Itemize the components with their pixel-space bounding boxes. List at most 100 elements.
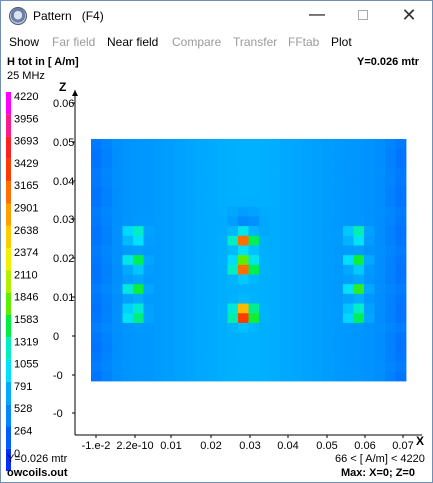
- menu-show[interactable]: Show: [9, 35, 40, 49]
- heatmap-cell: [112, 322, 123, 333]
- heatmap-cell: [164, 332, 176, 343]
- heatmap-cell: [196, 245, 207, 256]
- heatmap-cell: [374, 332, 386, 343]
- heatmap-cell: [322, 371, 333, 382]
- heatmap-cell: [374, 293, 386, 304]
- heatmap-cell: [322, 342, 333, 353]
- heatmap-cell: [374, 303, 386, 314]
- heatmap-cell: [91, 264, 102, 275]
- menu-compare[interactable]: Compare: [172, 35, 222, 49]
- heatmap-cell: [311, 206, 323, 217]
- heatmap-cell: [269, 168, 281, 179]
- heatmap-cell: [143, 139, 155, 150]
- heatmap-cell: [269, 206, 281, 217]
- heatmap-cell: [185, 264, 197, 275]
- heatmap-cell: [269, 274, 281, 285]
- heatmap-cell: [227, 197, 239, 208]
- heatmap-cell: [259, 168, 270, 179]
- heatmap-cell: [364, 177, 375, 188]
- legend-label: 4220: [14, 91, 38, 103]
- heatmap-cell: [248, 293, 260, 304]
- heatmap-cell: [259, 293, 270, 304]
- menu-transfer[interactable]: Transfer: [233, 35, 278, 49]
- heatmap-cell: [217, 371, 228, 382]
- heatmap-cell: [175, 342, 186, 353]
- heatmap-cell: [91, 245, 102, 256]
- minimize-button[interactable]: —: [294, 1, 340, 31]
- heatmap-cell: [154, 206, 165, 217]
- heatmap-cell: [322, 177, 333, 188]
- heatmap-cell: [217, 168, 228, 179]
- legend-swatch: [6, 359, 11, 382]
- heatmap-cell: [217, 206, 228, 217]
- menu-fftab[interactable]: FFtab: [288, 35, 320, 49]
- heatmap-cell: [259, 187, 270, 198]
- heatmap-cell: [353, 361, 365, 372]
- field-plot[interactable]: 4220 3956 3693 3429 3165 2901 2638 2374 2110 1846…: [1, 53, 432, 482]
- heatmap-cell: [374, 177, 386, 188]
- heatmap-cell: [395, 158, 407, 169]
- menu-plot[interactable]: Plot: [331, 35, 352, 49]
- heatmap-cell: [143, 342, 155, 353]
- heatmap-cell: [185, 371, 197, 382]
- x-tick-label: 0.03: [239, 440, 260, 452]
- legend-label: 1319: [14, 336, 38, 348]
- x-tick-label: 0.04: [277, 440, 298, 452]
- heatmap-cell: [259, 197, 270, 208]
- legend-label: 3165: [14, 180, 38, 192]
- heatmap-cell: [175, 245, 186, 256]
- heatmap-cell: [322, 206, 333, 217]
- heatmap-cell: [196, 293, 207, 304]
- heatmap-cell: [122, 351, 134, 363]
- heatmap-cell: [269, 264, 281, 275]
- heatmap-cell: [395, 284, 407, 295]
- heatmap-cell: [364, 158, 375, 169]
- heatmap-cell: [217, 226, 228, 237]
- heatmap-cell: [91, 197, 102, 208]
- heatmap-cell: [259, 361, 270, 372]
- heatmap-cell: [269, 187, 281, 198]
- heatmap-cell: [343, 332, 354, 343]
- heatmap-cell: [112, 264, 123, 275]
- close-button[interactable]: ✕: [386, 1, 432, 31]
- heatmap-cell: [385, 148, 396, 159]
- heatmap-cell: [311, 371, 323, 382]
- maximize-icon: [358, 10, 368, 20]
- heatmap-cell: [332, 264, 344, 275]
- heatmap-cell: [332, 313, 344, 324]
- heatmap-cell: [290, 303, 302, 314]
- heatmap-cell: [353, 245, 365, 256]
- heatmap-cell: [248, 148, 260, 159]
- heatmap-cell: [101, 361, 113, 372]
- x-tick-label: 0.01: [160, 440, 181, 452]
- legend-label: 2638: [14, 225, 38, 237]
- heatmap-cell: [133, 313, 144, 324]
- heatmap-cell: [280, 322, 291, 333]
- heatmap-cell: [248, 139, 260, 150]
- heatmap-cell: [290, 158, 302, 169]
- heatmap-cell: [332, 274, 344, 285]
- heatmap-cell: [238, 168, 249, 179]
- menu-near-field[interactable]: Near field: [107, 35, 159, 49]
- heatmap-cell: [364, 293, 375, 304]
- heatmap-cell: [185, 351, 197, 363]
- heatmap-cell: [185, 245, 197, 256]
- heatmap-cell: [133, 332, 144, 343]
- app-icon[interactable]: [9, 7, 27, 25]
- heatmap-cell: [164, 351, 176, 363]
- heatmap-cell: [196, 187, 207, 198]
- heatmap-cell: [364, 274, 375, 285]
- title-bar[interactable]: Pattern (F4) — ✕: [1, 1, 432, 31]
- heatmap-cell: [353, 177, 365, 188]
- heatmap-cell: [311, 216, 323, 227]
- menu-far-field[interactable]: Far field: [52, 35, 96, 49]
- heatmap-cell: [122, 158, 134, 169]
- heatmap-cell: [364, 332, 375, 343]
- heatmap-cell: [206, 264, 218, 275]
- z-axis-arrow: [72, 90, 78, 96]
- heatmap-cell: [196, 158, 207, 169]
- heatmap-cell: [322, 216, 333, 227]
- z-tick-label: 0: [53, 331, 59, 343]
- maximize-button[interactable]: [340, 1, 386, 31]
- heatmap-cell: [301, 235, 312, 246]
